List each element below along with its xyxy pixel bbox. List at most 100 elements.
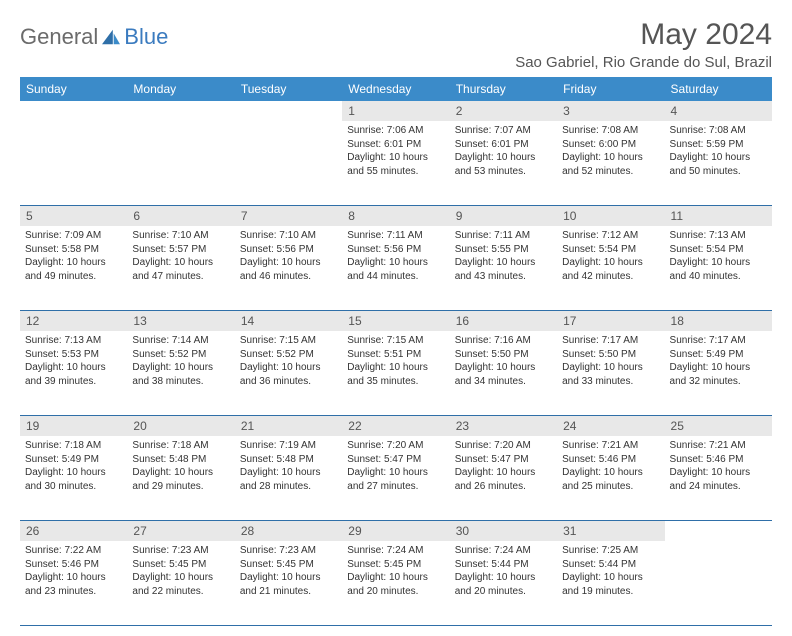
daynum-row: 19202122232425 [20, 416, 772, 436]
sunset-text: Sunset: 6:01 PM [455, 138, 552, 152]
sunset-text: Sunset: 5:53 PM [25, 348, 122, 362]
day-number: 13 [127, 311, 234, 331]
daynum-row: 567891011 [20, 206, 772, 226]
day-cell: Sunrise: 7:22 AMSunset: 5:46 PMDaylight:… [20, 541, 127, 625]
daylight-text: Daylight: 10 hours and 20 minutes. [455, 571, 552, 598]
day-number [127, 101, 234, 121]
weekday-wed: Wednesday [342, 77, 449, 101]
day-number [20, 101, 127, 121]
day-number: 14 [235, 311, 342, 331]
sunrise-text: Sunrise: 7:23 AM [132, 544, 229, 558]
sunset-text: Sunset: 5:52 PM [132, 348, 229, 362]
sunset-text: Sunset: 5:44 PM [562, 558, 659, 572]
daylight-text: Daylight: 10 hours and 42 minutes. [562, 256, 659, 283]
day-cell: Sunrise: 7:11 AMSunset: 5:55 PMDaylight:… [450, 226, 557, 310]
sunset-text: Sunset: 5:50 PM [562, 348, 659, 362]
sunset-text: Sunset: 5:48 PM [132, 453, 229, 467]
daylight-text: Daylight: 10 hours and 28 minutes. [240, 466, 337, 493]
daylight-text: Daylight: 10 hours and 26 minutes. [455, 466, 552, 493]
day-content: Sunrise: 7:06 AMSunset: 6:01 PMDaylight:… [347, 124, 444, 178]
day-number: 15 [342, 311, 449, 331]
sunset-text: Sunset: 5:52 PM [240, 348, 337, 362]
day-content: Sunrise: 7:10 AMSunset: 5:57 PMDaylight:… [132, 229, 229, 283]
logo-sail-icon [100, 28, 122, 46]
day-number: 8 [342, 206, 449, 226]
day-cell: Sunrise: 7:15 AMSunset: 5:52 PMDaylight:… [235, 331, 342, 415]
day-cell: Sunrise: 7:24 AMSunset: 5:45 PMDaylight:… [342, 541, 449, 625]
sunrise-text: Sunrise: 7:18 AM [25, 439, 122, 453]
day-number: 31 [557, 521, 664, 541]
sunrise-text: Sunrise: 7:15 AM [240, 334, 337, 348]
day-cell: Sunrise: 7:20 AMSunset: 5:47 PMDaylight:… [342, 436, 449, 520]
sunrise-text: Sunrise: 7:10 AM [240, 229, 337, 243]
sunset-text: Sunset: 5:49 PM [670, 348, 767, 362]
sunrise-text: Sunrise: 7:25 AM [562, 544, 659, 558]
day-content: Sunrise: 7:23 AMSunset: 5:45 PMDaylight:… [132, 544, 229, 598]
day-cell: Sunrise: 7:14 AMSunset: 5:52 PMDaylight:… [127, 331, 234, 415]
daylight-text: Daylight: 10 hours and 43 minutes. [455, 256, 552, 283]
week-row: Sunrise: 7:06 AMSunset: 6:01 PMDaylight:… [20, 121, 772, 206]
sunrise-text: Sunrise: 7:22 AM [25, 544, 122, 558]
day-number: 20 [127, 416, 234, 436]
sunrise-text: Sunrise: 7:24 AM [455, 544, 552, 558]
day-number: 16 [450, 311, 557, 331]
day-content: Sunrise: 7:11 AMSunset: 5:55 PMDaylight:… [455, 229, 552, 283]
day-content: Sunrise: 7:17 AMSunset: 5:50 PMDaylight:… [562, 334, 659, 388]
day-number: 4 [665, 101, 772, 121]
day-cell: Sunrise: 7:07 AMSunset: 6:01 PMDaylight:… [450, 121, 557, 205]
sunrise-text: Sunrise: 7:15 AM [347, 334, 444, 348]
daylight-text: Daylight: 10 hours and 29 minutes. [132, 466, 229, 493]
day-number: 3 [557, 101, 664, 121]
daylight-text: Daylight: 10 hours and 44 minutes. [347, 256, 444, 283]
day-cell: Sunrise: 7:09 AMSunset: 5:58 PMDaylight:… [20, 226, 127, 310]
sunrise-text: Sunrise: 7:18 AM [132, 439, 229, 453]
sunrise-text: Sunrise: 7:24 AM [347, 544, 444, 558]
header: General Blue May 2024 Sao Gabriel, Rio G… [20, 18, 772, 71]
sunset-text: Sunset: 5:50 PM [455, 348, 552, 362]
day-cell: Sunrise: 7:08 AMSunset: 6:00 PMDaylight:… [557, 121, 664, 205]
sunset-text: Sunset: 5:45 PM [347, 558, 444, 572]
daylight-text: Daylight: 10 hours and 36 minutes. [240, 361, 337, 388]
week-row: Sunrise: 7:09 AMSunset: 5:58 PMDaylight:… [20, 226, 772, 311]
day-cell [127, 121, 234, 205]
sunrise-text: Sunrise: 7:13 AM [25, 334, 122, 348]
day-content: Sunrise: 7:09 AMSunset: 5:58 PMDaylight:… [25, 229, 122, 283]
day-cell [20, 121, 127, 205]
day-number [235, 101, 342, 121]
day-number: 22 [342, 416, 449, 436]
day-cell: Sunrise: 7:25 AMSunset: 5:44 PMDaylight:… [557, 541, 664, 625]
sunrise-text: Sunrise: 7:07 AM [455, 124, 552, 138]
daylight-text: Daylight: 10 hours and 35 minutes. [347, 361, 444, 388]
day-number: 12 [20, 311, 127, 331]
day-number: 27 [127, 521, 234, 541]
day-content: Sunrise: 7:17 AMSunset: 5:49 PMDaylight:… [670, 334, 767, 388]
weekday-header-row: Sunday Monday Tuesday Wednesday Thursday… [20, 77, 772, 101]
sunset-text: Sunset: 5:46 PM [670, 453, 767, 467]
daylight-text: Daylight: 10 hours and 22 minutes. [132, 571, 229, 598]
month-title: May 2024 [515, 18, 772, 52]
daylight-text: Daylight: 10 hours and 25 minutes. [562, 466, 659, 493]
sunset-text: Sunset: 5:46 PM [562, 453, 659, 467]
daylight-text: Daylight: 10 hours and 39 minutes. [25, 361, 122, 388]
weeks-container: 12 34 Sunrise: 7:06 AMSunset: 6:01 PMDayli… [20, 101, 772, 626]
daylight-text: Daylight: 10 hours and 50 minutes. [670, 151, 767, 178]
day-number: 17 [557, 311, 664, 331]
day-content: Sunrise: 7:23 AMSunset: 5:45 PMDaylight:… [240, 544, 337, 598]
day-cell: Sunrise: 7:23 AMSunset: 5:45 PMDaylight:… [127, 541, 234, 625]
sunset-text: Sunset: 5:56 PM [347, 243, 444, 257]
daylight-text: Daylight: 10 hours and 19 minutes. [562, 571, 659, 598]
day-number: 1 [342, 101, 449, 121]
day-cell: Sunrise: 7:13 AMSunset: 5:53 PMDaylight:… [20, 331, 127, 415]
sunset-text: Sunset: 5:47 PM [455, 453, 552, 467]
sunrise-text: Sunrise: 7:23 AM [240, 544, 337, 558]
day-number: 6 [127, 206, 234, 226]
weekday-mon: Monday [127, 77, 234, 101]
sunset-text: Sunset: 5:51 PM [347, 348, 444, 362]
calendar-page: General Blue May 2024 Sao Gabriel, Rio G… [0, 0, 792, 636]
daynum-row: 12131415161718 [20, 311, 772, 331]
daylight-text: Daylight: 10 hours and 32 minutes. [670, 361, 767, 388]
day-cell: Sunrise: 7:24 AMSunset: 5:44 PMDaylight:… [450, 541, 557, 625]
day-content: Sunrise: 7:14 AMSunset: 5:52 PMDaylight:… [132, 334, 229, 388]
sunrise-text: Sunrise: 7:17 AM [670, 334, 767, 348]
day-number: 26 [20, 521, 127, 541]
